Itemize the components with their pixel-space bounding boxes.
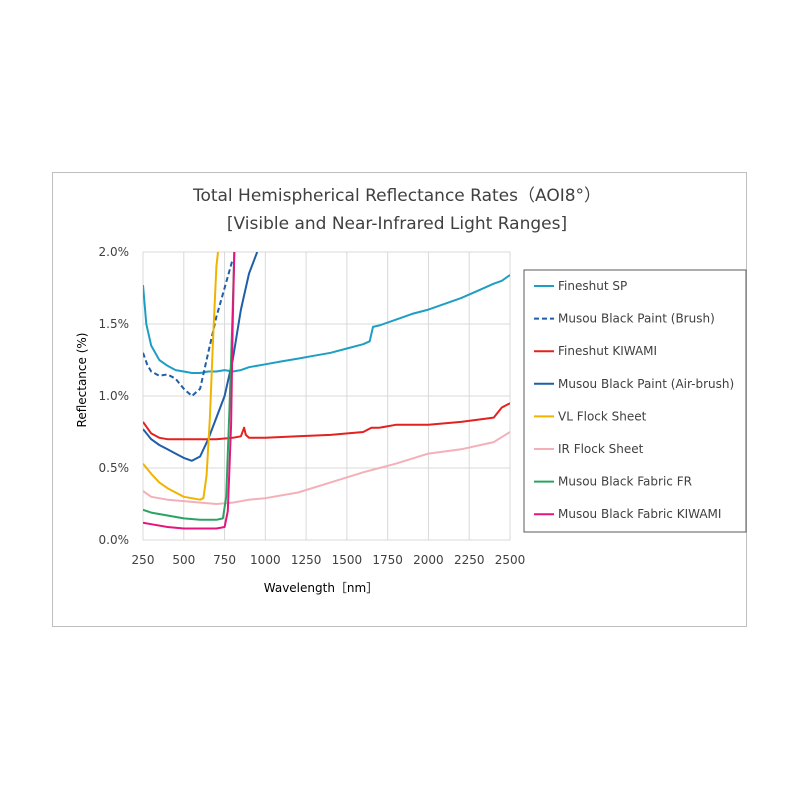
legend-label: Fineshut KIWAMI	[558, 344, 657, 358]
series-line-5	[143, 252, 219, 501]
x-tick-label: 1500	[332, 553, 363, 567]
x-tick-label: 1250	[291, 553, 322, 567]
legend-box	[523, 269, 747, 533]
x-tick-label: 500	[172, 553, 195, 567]
series-line-1	[143, 274, 510, 374]
y-axis-title: Reflectance (%)	[75, 333, 89, 428]
x-axis-title: Wavelength［nm］	[264, 581, 378, 595]
x-tick-label: 750	[213, 553, 236, 567]
y-tick-label: 0.5%	[99, 461, 130, 475]
series-line-3	[143, 402, 510, 441]
series-layer	[143, 252, 510, 530]
x-tick-label: 2250	[454, 553, 485, 567]
legend: Fineshut SP Musou Black Paint (Brush) Fine…	[523, 269, 747, 533]
chart-subtitle: [Visible and Near-Infrared Light Ranges]	[226, 214, 568, 234]
series-line-6	[143, 431, 510, 505]
legend-label: Fineshut SP	[558, 279, 627, 293]
legend-label: Musou Black Paint (Brush)	[558, 312, 715, 326]
series-line-2	[143, 258, 234, 397]
legend-label: IR Flock Sheet	[558, 442, 644, 456]
chart-title: Total Hemispherical Reflectance Rates（AO…	[192, 186, 602, 206]
legend-label: Musou Black Fabric FR	[558, 475, 692, 489]
series-line-8	[143, 252, 236, 530]
x-tick-label: 1000	[250, 553, 281, 567]
y-tick-label: 0.0%	[99, 533, 130, 547]
y-tick-label: 1.0%	[99, 389, 130, 403]
tick-labels: 250 500 750 1000 1250 1500 1750 2000 2250 2500 0.0…	[99, 245, 526, 567]
legend-label: Musou Black Fabric KIWAMI	[558, 507, 721, 521]
grid	[142, 251, 511, 541]
series-line-4	[143, 252, 259, 462]
legend-label: Musou Black Paint (Air-brush)	[558, 377, 734, 391]
y-tick-label: 2.0%	[99, 245, 130, 259]
legend-label: VL Flock Sheet	[558, 409, 647, 423]
y-tick-label: 1.5%	[99, 317, 130, 331]
x-tick-label: 250	[132, 553, 155, 567]
series-line-7	[143, 252, 236, 521]
x-tick-label: 1750	[372, 553, 403, 567]
x-tick-label: 2500	[495, 553, 526, 567]
x-tick-label: 2000	[413, 553, 444, 567]
chart-title-block: Total Hemispherical Reflectance Rates（AO…	[52, 182, 742, 238]
